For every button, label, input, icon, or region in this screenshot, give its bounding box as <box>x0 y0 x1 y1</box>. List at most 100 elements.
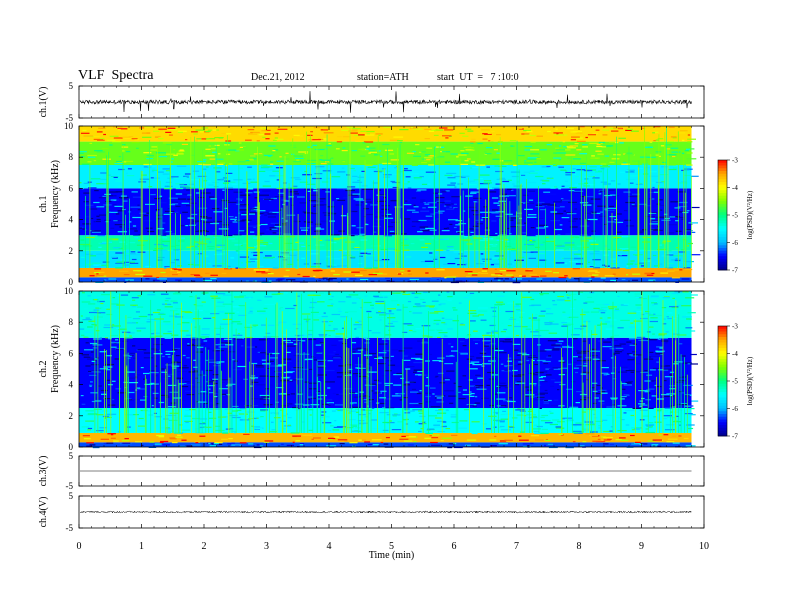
ch2-spectrogram-texture <box>158 313 166 315</box>
ch1-spectrogram-texture <box>542 241 546 243</box>
ch2-spectrogram-texture <box>539 376 543 379</box>
ch2-spectrogram-texture <box>317 315 326 317</box>
ch2-spectrogram-texture <box>537 393 545 395</box>
ch2-spectrogram-texture <box>214 408 221 410</box>
ch1-spectrogram-texture <box>589 213 592 215</box>
ch1-spectrogram-texture <box>172 268 177 270</box>
ch1-spectrogram-texture <box>492 158 500 160</box>
ch2-spectrogram-texture <box>193 366 198 368</box>
ch1-spectrogram-texture <box>468 251 474 253</box>
ch2-spectrogram-texture <box>458 427 467 429</box>
ch2-spectrogram-texture <box>327 360 333 362</box>
ch2-spectrogram-texture <box>391 429 402 431</box>
ch1-spectrogram-texture <box>274 137 278 139</box>
ch1-spectrogram-texture <box>625 171 635 173</box>
ch2-spectrogram-texture <box>376 382 382 384</box>
ch2-spectrogram-texture <box>162 303 166 305</box>
ch2-spectrogram-texture <box>607 306 617 308</box>
ch1-spectrogram-texture <box>572 236 579 238</box>
ch1-spectrogram-texture <box>499 234 507 236</box>
ch1-spectrogram-texture <box>524 162 533 164</box>
ch2-spectrogram-texture <box>364 401 368 403</box>
ch1-spectrogram-texture <box>93 264 98 266</box>
ch1-spectrogram-texture <box>235 149 244 151</box>
ch1-spectrogram-texture <box>576 245 583 247</box>
ch2-spectrogram-texture <box>208 392 218 394</box>
ch2-spectrogram-texture <box>165 297 171 299</box>
ch1-spectrogram-texture <box>96 218 101 221</box>
ch2-spectrogram-texture <box>515 308 520 311</box>
ch2-spectrogram-texture <box>417 340 422 342</box>
ch1-spectrogram-texture <box>306 163 316 165</box>
ch1-spectrogram-texture <box>217 179 224 181</box>
ch1-spectrogram-texture <box>425 171 436 173</box>
ch2-spectrogram-texture <box>211 379 218 381</box>
ch2-spectrogram-texture <box>591 409 596 411</box>
ch1-spectrogram-texture <box>646 274 654 276</box>
ch2-spectrogram-texture <box>504 365 508 368</box>
ch1-spectrogram-texture <box>609 205 614 207</box>
ch1-spectrogram-colorbar-cell <box>718 193 727 197</box>
ch2-spectrogram-texture <box>371 407 375 409</box>
ch2-spectrogram-texture <box>271 413 275 415</box>
ch1-spectrogram-texture <box>344 251 349 253</box>
ch2-spectrogram-texture <box>155 335 163 337</box>
ch2-spectrogram-texture <box>102 415 109 418</box>
ch2-spectrogram-texture <box>203 374 207 376</box>
ch1-spectrogram-texture <box>94 190 99 192</box>
ch2-spectrogram-texture <box>231 442 235 444</box>
ch1-spectrogram-texture <box>253 254 258 256</box>
ch2-spectrogram-texture <box>154 318 164 320</box>
ch2-spectrogram-texture <box>403 440 413 442</box>
ch2-spectrogram-texture <box>575 402 580 404</box>
ch1-spectrogram-texture <box>507 267 514 269</box>
ch1-spectrogram-texture <box>626 225 635 227</box>
ch1-spectrogram-texture <box>681 139 685 141</box>
ch2-spectrogram-texture <box>641 397 645 400</box>
ch2-spectrogram-texture <box>386 422 395 424</box>
ch2-spectrogram-texture <box>383 398 392 400</box>
ch1-spectrogram-texture <box>130 209 133 211</box>
ch1-spectrogram-texture <box>478 178 483 180</box>
ch2-spectrogram-texture <box>532 359 535 362</box>
ch1-spectrogram-texture <box>209 196 215 198</box>
ch1-spectrogram-texture <box>317 140 325 142</box>
ch1-spectrogram-texture <box>491 263 500 265</box>
ch1-spectrogram-texture <box>135 250 139 252</box>
ch1-spectrogram-texture <box>93 221 96 223</box>
ch1-spectrogram-texture <box>454 186 457 188</box>
ch2-spectrogram-texture <box>136 387 141 389</box>
ch2-spectrogram-texture <box>338 310 342 313</box>
ch1-spectrogram-texture <box>351 248 355 250</box>
ch1-spectrogram-ytick-label: 2 <box>69 246 74 256</box>
ch2-spectrogram-texture <box>620 366 628 368</box>
ch1-spectrogram-texture <box>678 251 685 253</box>
ch1-spectrogram-texture <box>91 230 101 232</box>
ch1-spectrogram-texture <box>449 223 453 225</box>
ch2-spectrogram-texture <box>582 365 588 367</box>
ch1-spectrogram-texture <box>446 172 457 174</box>
ch2-spectrogram-texture <box>432 360 442 362</box>
ch1-spectrogram-texture <box>130 253 136 255</box>
ch2-spectrogram-texture <box>377 316 385 318</box>
ch1-spectrogram-texture <box>320 139 327 141</box>
ch2-spectrogram-texture <box>641 313 645 316</box>
ch1-spectrogram-texture <box>541 166 550 168</box>
ch2-spectrogram-texture <box>303 318 311 320</box>
ch1-spectrogram-texture <box>154 136 159 138</box>
ch1-spectrogram-texture <box>536 265 539 267</box>
ch1-spectrogram-texture <box>232 221 238 223</box>
ch2-spectrogram-texture <box>89 374 97 376</box>
ch2-spectrogram-texture <box>286 371 295 373</box>
ch2-spectrogram-texture <box>87 358 96 360</box>
ch1-spectrogram-texture <box>553 157 562 159</box>
ch1-spectrogram-texture <box>433 134 439 136</box>
ch1-spectrogram-texture <box>414 178 422 180</box>
ch2-spectrogram-texture <box>678 391 682 393</box>
station-label: station=ATH <box>357 72 409 83</box>
ch1-spectrogram-texture <box>687 141 693 143</box>
ch2-spectrogram-texture <box>191 356 197 358</box>
ch2-spectrogram-texture <box>213 365 221 367</box>
ch1-spectrogram-texture <box>428 183 431 185</box>
ch1-spectrogram-texture <box>117 231 127 233</box>
